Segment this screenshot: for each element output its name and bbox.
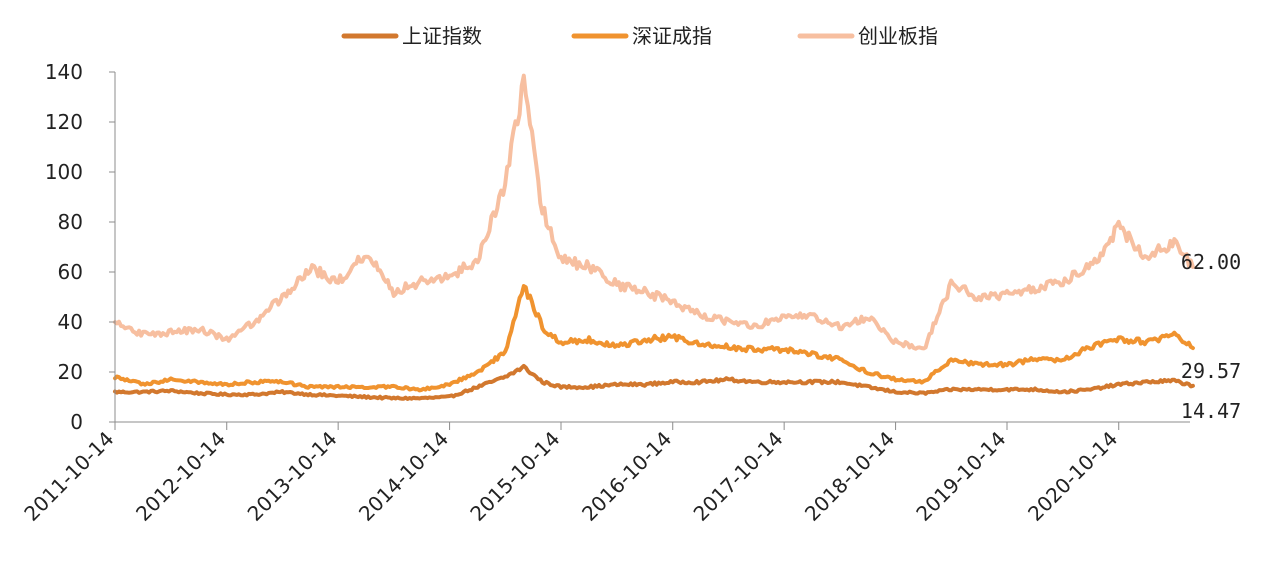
y-tick-label: 0 <box>70 410 83 434</box>
end-value-label: 62.00 <box>1181 250 1241 274</box>
end-labels: 14.47 29.57 62.00 <box>1181 250 1241 423</box>
end-value-label: 29.57 <box>1181 359 1241 383</box>
legend-label: 上证指数 <box>402 24 482 48</box>
x-tick-label: 2012-10-14 <box>131 427 230 526</box>
series-line-3 <box>113 73 1195 351</box>
y-tick-label: 100 <box>45 160 83 184</box>
x-tick-label: 2015-10-14 <box>465 427 564 526</box>
x-tick-label: 2018-10-14 <box>800 427 899 526</box>
series-layer <box>113 73 1195 401</box>
y-tick-label: 60 <box>58 260 83 284</box>
legend-label: 创业板指 <box>858 24 938 48</box>
x-tick-label: 2020-10-14 <box>1023 427 1122 526</box>
y-tick-label: 40 <box>58 310 83 334</box>
x-tick-label: 2017-10-14 <box>689 427 788 526</box>
series-line-1 <box>113 363 1195 401</box>
legend: 上证指数 深证成指 创业板指 <box>341 24 938 48</box>
legend-label: 深证成指 <box>632 24 712 48</box>
y-tick-label: 140 <box>45 60 83 84</box>
x-tick-label: 2014-10-14 <box>354 427 453 526</box>
y-tick-label: 80 <box>58 210 83 234</box>
x-tick-label: 2013-10-14 <box>243 427 342 526</box>
series-line-2 <box>113 284 1195 393</box>
x-tick-label: 2019-10-14 <box>911 427 1010 526</box>
y-tick-label: 20 <box>58 360 83 384</box>
x-tick-label: 2011-10-14 <box>19 427 118 526</box>
end-value-label: 14.47 <box>1181 399 1241 423</box>
x-tick-label: 2016-10-14 <box>577 427 676 526</box>
y-tick-label: 120 <box>45 110 83 134</box>
